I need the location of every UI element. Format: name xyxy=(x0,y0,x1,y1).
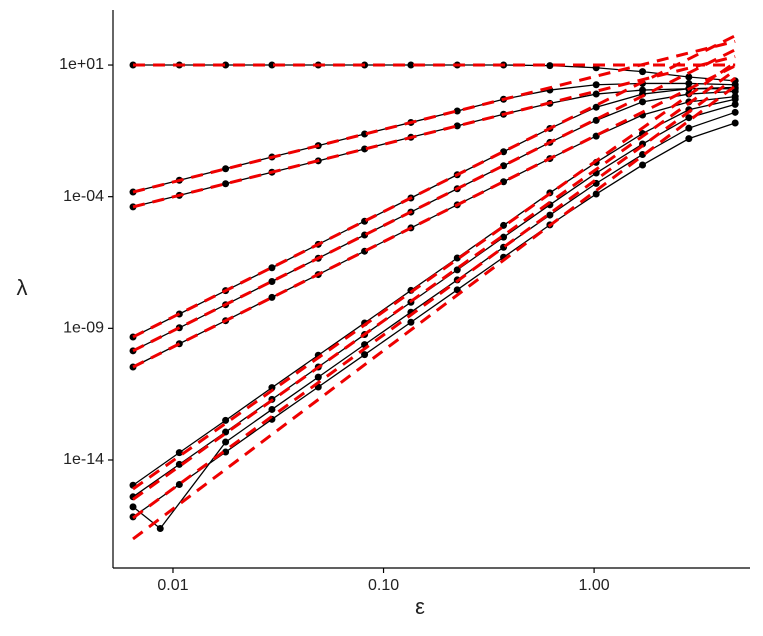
point xyxy=(407,61,415,69)
point xyxy=(685,135,693,143)
point xyxy=(546,211,554,219)
point xyxy=(731,87,739,95)
fit-line xyxy=(132,61,737,491)
point xyxy=(156,524,164,532)
point xyxy=(685,114,693,122)
point xyxy=(268,264,276,272)
point xyxy=(500,221,508,229)
y-tick-label: 1e-14 xyxy=(63,451,104,468)
point xyxy=(129,503,137,511)
point xyxy=(268,384,276,392)
point xyxy=(592,90,600,98)
series-line xyxy=(132,88,736,208)
point xyxy=(685,124,693,132)
fit-line xyxy=(132,69,737,501)
point xyxy=(268,278,276,286)
x-axis-label: ε xyxy=(415,594,425,619)
fit-line xyxy=(132,39,736,194)
point xyxy=(314,373,322,381)
point xyxy=(222,438,230,446)
y-tick-label: 1e-04 xyxy=(63,188,104,205)
point xyxy=(222,448,230,456)
point xyxy=(222,416,230,424)
point xyxy=(500,233,508,241)
point xyxy=(592,103,600,111)
fit-line xyxy=(132,34,736,339)
point xyxy=(268,293,276,301)
point xyxy=(222,165,230,173)
point xyxy=(592,81,600,89)
point xyxy=(731,108,739,116)
y-axis-label: λ xyxy=(17,275,28,300)
point xyxy=(685,73,693,81)
point xyxy=(453,107,461,115)
point xyxy=(453,122,461,130)
point xyxy=(222,61,230,69)
point xyxy=(592,132,600,140)
series-line xyxy=(132,122,736,518)
point xyxy=(731,95,739,103)
point xyxy=(175,449,183,457)
point xyxy=(175,460,183,468)
point xyxy=(175,481,183,489)
point xyxy=(453,266,461,274)
point xyxy=(268,61,276,69)
point xyxy=(731,100,739,108)
point xyxy=(407,318,415,326)
series-line xyxy=(132,95,736,368)
point xyxy=(453,286,461,294)
point xyxy=(592,190,600,198)
point xyxy=(361,351,369,359)
y-tick-label: 1e+01 xyxy=(59,56,104,73)
fit-line xyxy=(132,84,737,541)
x-tick-label: 0.01 xyxy=(157,577,188,594)
point xyxy=(639,98,647,106)
point xyxy=(685,79,693,87)
point xyxy=(546,62,554,70)
point xyxy=(639,161,647,169)
fit-line xyxy=(132,64,736,369)
series-line xyxy=(132,86,736,338)
fit-line xyxy=(132,76,737,520)
fit-line xyxy=(132,48,736,353)
series-line xyxy=(132,90,736,352)
point xyxy=(222,428,230,436)
point xyxy=(639,68,647,76)
point xyxy=(731,119,739,127)
x-tick-label: 0.10 xyxy=(368,577,399,594)
series-line xyxy=(132,111,736,530)
fit-line xyxy=(132,55,736,209)
point xyxy=(222,180,230,188)
point xyxy=(268,405,276,413)
x-tick-label: 1.00 xyxy=(579,577,610,594)
point xyxy=(592,116,600,124)
y-tick-label: 1e-09 xyxy=(63,320,104,337)
